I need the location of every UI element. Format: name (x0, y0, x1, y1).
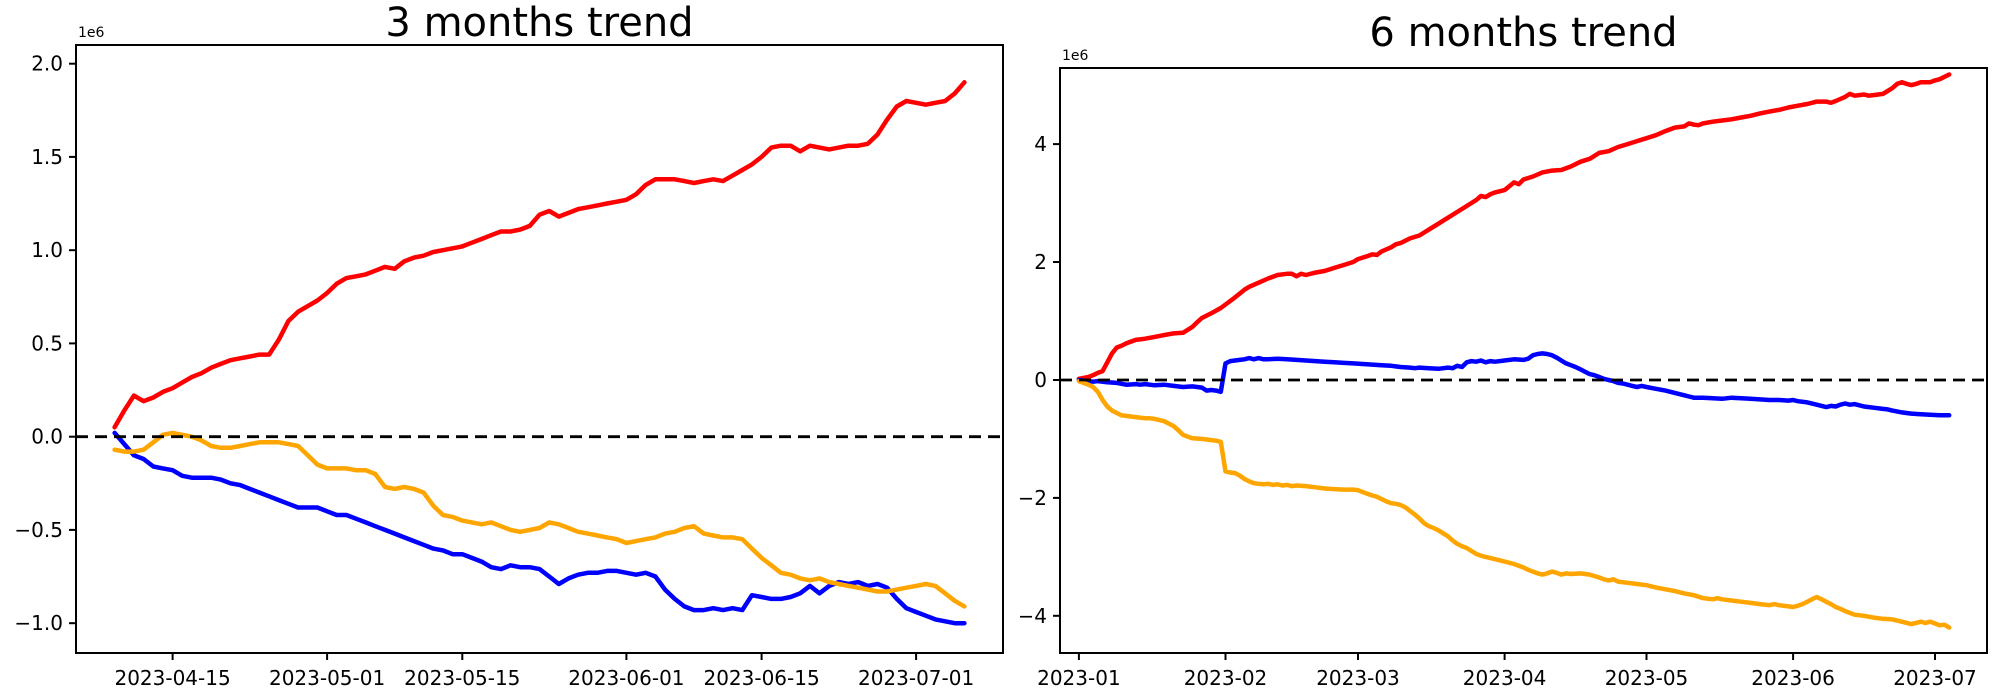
x-tick-label: 2023-05-01 (269, 666, 385, 690)
chart-title-3-months: 3 months trend (385, 0, 694, 46)
chart-title-6-months: 6 months trend (1369, 10, 1678, 56)
y-tick-label: −4 (1020, 604, 1047, 628)
y-tick-label: 0.0 (31, 425, 63, 449)
x-tick-label: 2023-01 (1037, 666, 1121, 690)
x-tick-label: 2023-06-15 (703, 666, 819, 690)
series-line-blue (1076, 351, 1952, 418)
series-line-red (1076, 72, 1952, 382)
y-tick-label: 4 (1034, 132, 1047, 156)
axes-6-months-trend: 4 2 0 −2 −4 2023-01 2023-02 2023-03 2023-04 2023-… (1020, 48, 1988, 690)
y-tick-label: 2.0 (31, 52, 63, 76)
plot-border (75, 44, 1004, 654)
x-tick-label: 2023-07-01 (858, 666, 974, 690)
y-axis-offset-label: 1e6 (78, 25, 105, 41)
axes-3-months-trend: 2.0 1.5 1.0 0.5 0.0 −0.5 −1.0 2023-04-15 2023-05… (14, 25, 1004, 690)
x-tick-label: 2023-06 (1751, 666, 1835, 690)
x-tick-label: 2023-05-15 (404, 666, 520, 690)
y-tick-label: −1.0 (14, 611, 63, 635)
y-axis-offset-label: 1e6 (1062, 48, 1089, 64)
x-tick-label: 2023-04 (1463, 666, 1547, 690)
y-tick-label: 1.0 (31, 238, 63, 262)
series-line-orange (112, 430, 967, 609)
y-tick-label: 0.5 (31, 331, 63, 355)
x-tick-label: 2023-03 (1316, 666, 1400, 690)
series-line-red (112, 80, 967, 430)
x-tick-label: 2023-06-01 (568, 666, 684, 690)
x-tick-label: 2023-04-15 (114, 666, 230, 690)
y-tick-label: −2 (1020, 486, 1047, 510)
y-tick-label: 1.5 (31, 145, 63, 169)
y-tick-label: 2 (1034, 250, 1047, 274)
y-tick-label: −0.5 (14, 518, 63, 542)
series-line-blue (112, 430, 967, 626)
x-tick-label: 2023-05 (1605, 666, 1689, 690)
y-tick-label: 0 (1034, 368, 1047, 392)
series-line-orange (1076, 378, 1952, 630)
plot-border (1059, 67, 1988, 654)
x-tick-label: 2023-07 (1893, 666, 1977, 690)
x-tick-label: 2023-02 (1184, 666, 1268, 690)
